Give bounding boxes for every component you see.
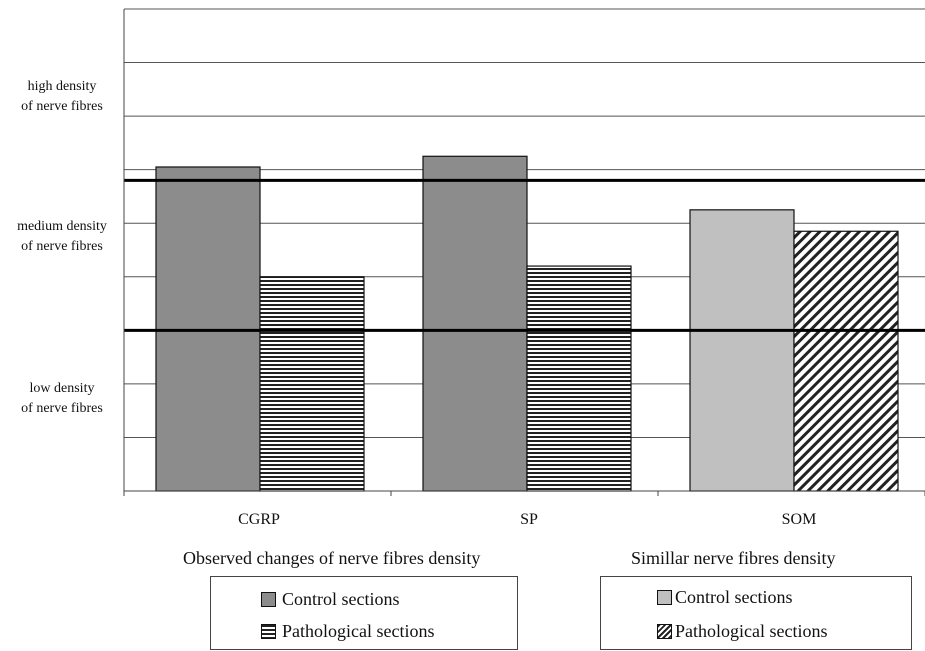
threshold-lines [124, 178, 925, 332]
group-title-observed: Observed changes of nerve fibres density [183, 548, 481, 568]
x-tick-label-sp: SP [520, 511, 538, 528]
legend-observed: Control sections Pathological sections [210, 576, 518, 650]
legend-item-pathological: Pathological sections [261, 621, 434, 642]
bar-som-pathological [793, 230, 899, 492]
x-tick-label-cgrp: CGRP [238, 511, 280, 528]
axes [123, 8, 925, 496]
y-label-low: low density of nerve fibres [21, 381, 103, 416]
legend-label: Control sections [675, 587, 793, 607]
bar-cgrp-pathological [259, 276, 365, 492]
control-swatch [261, 592, 276, 607]
legend-label: Pathological sections [675, 621, 828, 641]
pathological-swatch [657, 624, 672, 639]
bar-som-control [689, 209, 795, 492]
control-swatch [657, 590, 672, 605]
y-label-medium: medium density of nerve fibres [17, 219, 107, 254]
legend-item-pathological: Pathological sections [657, 621, 827, 642]
x-tick-label-som: SOM [781, 511, 817, 528]
legend-item-control: Control sections [261, 589, 400, 610]
bar-sp-control [422, 155, 528, 492]
group-title-similar: Simillar nerve fibres density [631, 548, 836, 568]
legend-similar: Control sections Pathological sections [600, 576, 912, 650]
y-label-high: high density of nerve fibres [21, 79, 103, 114]
legend-label: Control sections [282, 589, 400, 609]
bars [155, 155, 899, 492]
legend-label: Pathological sections [282, 621, 435, 641]
legend-item-control: Control sections [657, 587, 793, 608]
bar-sp-pathological [526, 265, 632, 492]
pathological-swatch [261, 624, 276, 639]
